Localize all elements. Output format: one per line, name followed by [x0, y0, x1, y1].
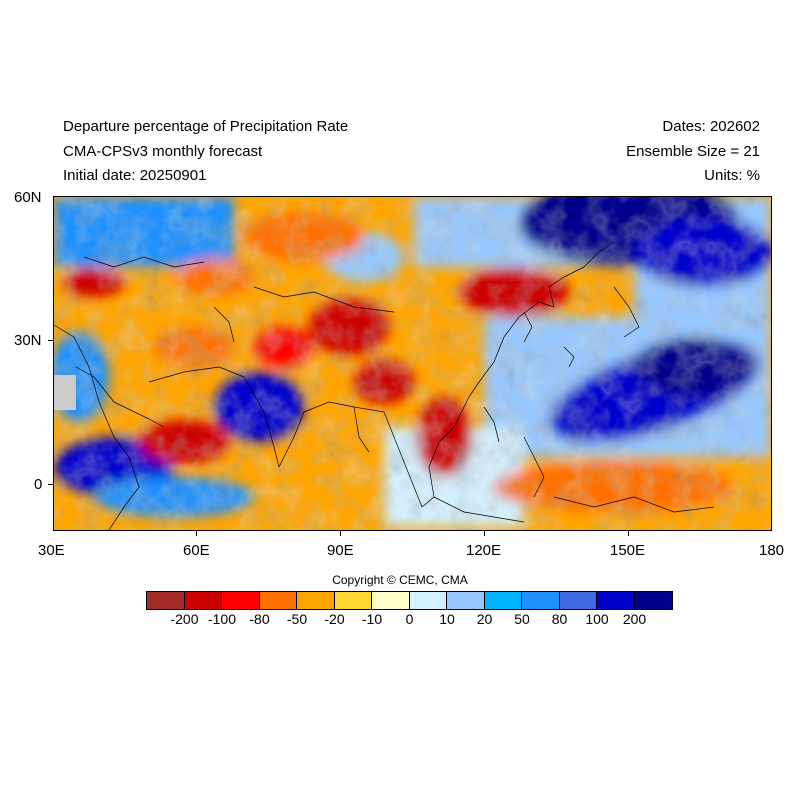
lat-label-30n: 30N: [14, 332, 42, 349]
colorbar-box-2: [222, 592, 260, 609]
colorbar-label: 100: [585, 611, 609, 627]
lon-label-60e: 60E: [183, 542, 210, 559]
colorbar-box-13: [634, 592, 672, 609]
colorbar-box-7: [409, 592, 447, 609]
lat-label-0: 0: [34, 476, 43, 493]
colorbar-label: -200: [170, 611, 199, 627]
colorbar-box-12: [597, 592, 635, 609]
colorbar-label: 10: [439, 611, 455, 627]
title-line-2: CMA-CPSv3 monthly forecast: [63, 143, 263, 160]
colorbar-label: 80: [551, 611, 568, 627]
colorbar-label: -80: [249, 611, 270, 627]
colorbar-label: 200: [622, 611, 647, 627]
colorbar-label: -20: [324, 611, 345, 627]
anomaly-field: [54, 197, 771, 530]
colorbar-box-6: [372, 592, 410, 609]
title-line-1: Departure percentage of Precipitation Ra…: [63, 118, 349, 135]
title-line-3: Initial date: 20250901: [63, 167, 207, 184]
ensemble-size-label: Ensemble Size = 21: [626, 143, 760, 160]
lat-label-60n: 60N: [14, 189, 42, 206]
colorbar-label: 0: [405, 611, 414, 627]
colorbar-box-5: [334, 592, 372, 609]
colorbar-box-4: [297, 592, 335, 609]
colorbar-label: -100: [207, 611, 237, 627]
colorbar-box-1: [184, 592, 222, 609]
colorbar-box-8: [447, 592, 485, 609]
lon-label-30e: 30E: [38, 542, 65, 559]
copyright-notice: Copyright © CEMC, CMA: [332, 573, 468, 587]
colorbar-label: 50: [514, 611, 530, 627]
units-label: Units: %: [704, 167, 760, 184]
colorbar-label: 20: [476, 611, 493, 627]
colorbar-box-9: [484, 592, 522, 609]
lon-label-120e: 120E: [466, 542, 502, 559]
colorbar-box-0: [147, 592, 185, 609]
lon-label-180: 180: [759, 542, 785, 559]
dates-label: Dates: 202602: [662, 118, 760, 135]
colorbar: [146, 591, 673, 610]
colorbar-box-11: [559, 592, 597, 609]
colorbar-box-10: [522, 592, 560, 609]
colorbar-label: -10: [361, 611, 383, 627]
precipitation-anomaly-map: [53, 196, 772, 531]
lon-label-90e: 90E: [327, 542, 354, 559]
colorbar-box-3: [259, 592, 297, 609]
lon-label-150e: 150E: [610, 542, 646, 559]
colorbar-label: -50: [286, 611, 308, 627]
